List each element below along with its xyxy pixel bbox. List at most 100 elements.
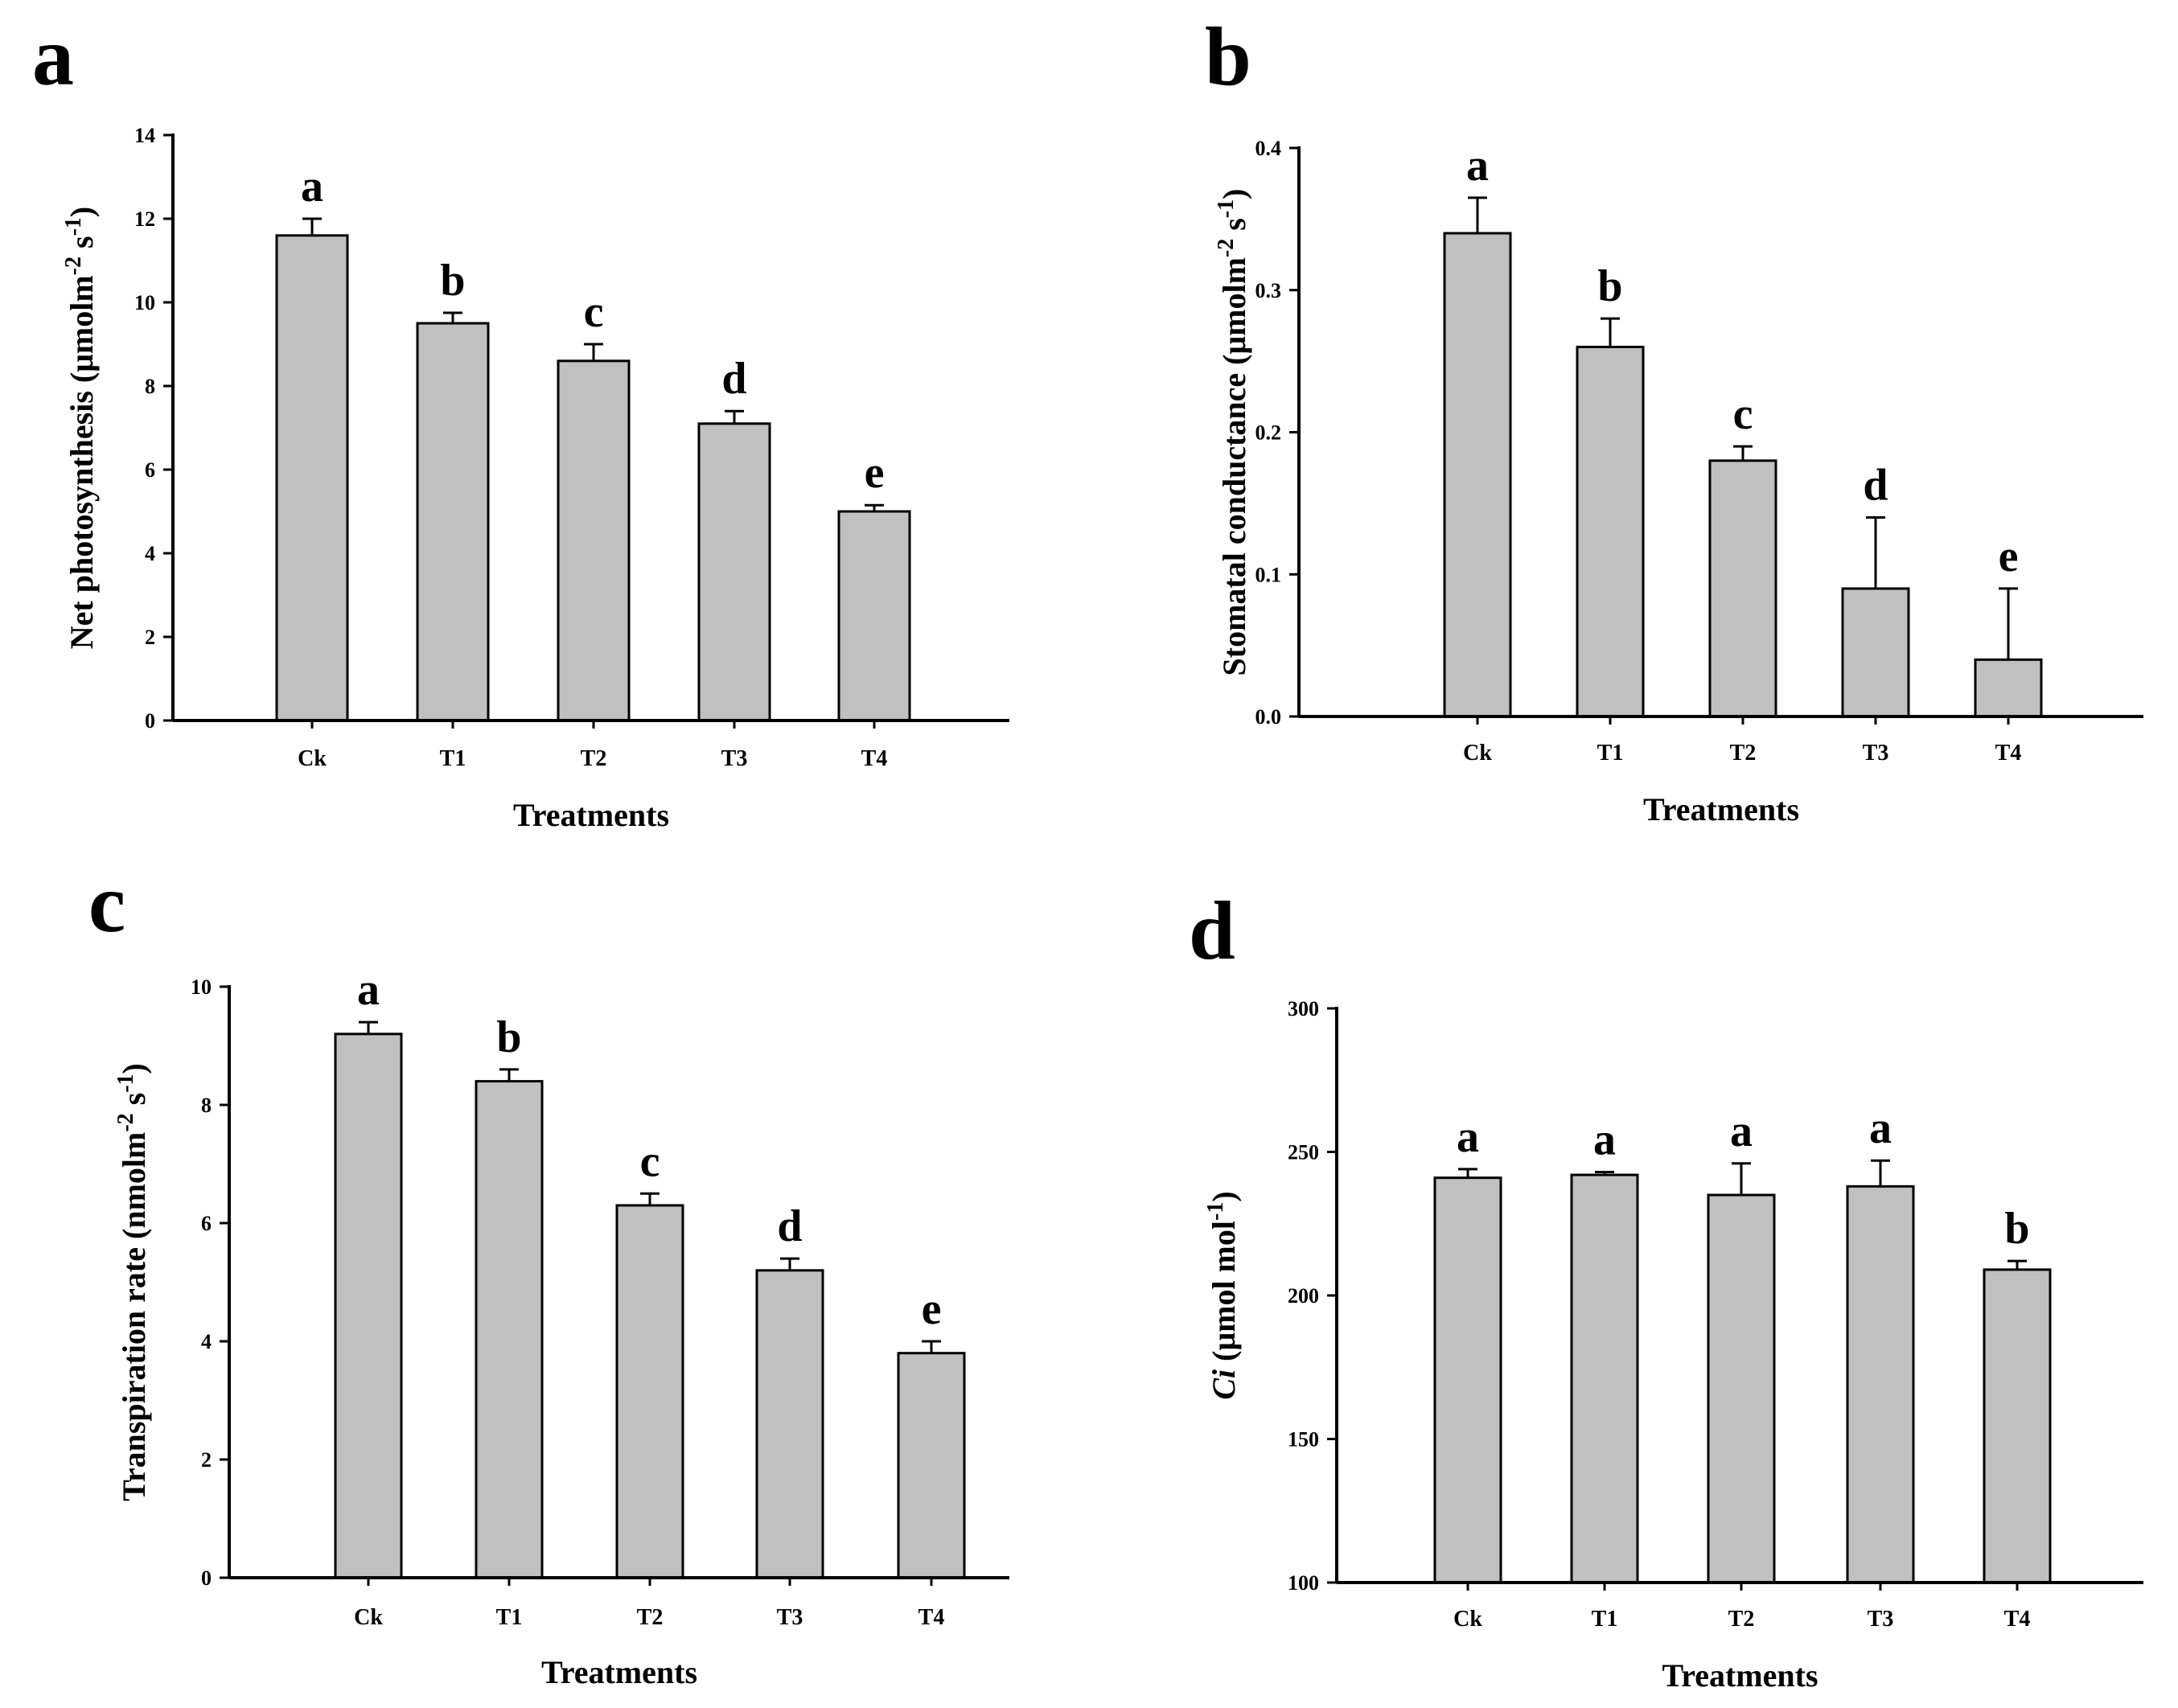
y-tick-label: 0 [201,1566,212,1590]
y-tick-label: 0.0 [1255,705,1282,729]
y-axis-title-text: Transpiration rate (nmolm [116,1132,152,1501]
chart-a: a a Ck b T1 c T2 d T3 e T4 0 2 4 6 8 10 12 14 Treatments Net… [32,10,1009,833]
y-tick-label: 200 [1288,1284,1319,1308]
y-tick-label: 0.3 [1255,279,1282,302]
significance-label: c [1733,389,1753,439]
y-tick-label: 8 [145,375,155,398]
y-axis-title-text: Net photosynthesis (μmolm [64,275,100,649]
y-axis-title-text: (μmol mol [1206,1221,1242,1369]
y-tick-label: 6 [145,458,155,482]
y-tick-label: 0.2 [1255,421,1282,445]
significance-label: b [2004,1204,2029,1254]
significance-label: b [496,1012,521,1062]
bar [1841,587,1910,718]
y-tick-label: 250 [1288,1141,1319,1164]
bar [1576,345,1645,718]
x-tick-label: T1 [440,746,466,771]
panel-label: a [32,10,74,103]
y-tick-label: 10 [134,291,155,314]
bar [1846,1185,1915,1584]
x-tick-label: Ck [1463,741,1492,766]
significance-label: a [1730,1107,1753,1156]
bar [416,322,490,722]
y-axis-title-text: ) [1216,189,1252,199]
y-axis-title: Net photosynthesis (μmolm-2 s-1) [61,207,101,649]
y-axis-title-text: s [1216,218,1252,239]
y-axis-title-exponent: -1 [1203,1202,1228,1221]
y-axis-title-exponent: -1 [113,1074,138,1092]
chart-d: d a Ck a T1 a T2 a T3 b T4 100 150 200 250 300 Treatment… [1189,885,2143,1694]
significance-label: a [1466,141,1489,191]
y-axis-title: Transpiration rate (nmolm-2 s-1) [113,1063,153,1501]
bar [557,359,631,722]
significance-label: a [301,162,323,211]
y-tick-label: 100 [1288,1571,1319,1595]
y-axis-title-italic: Ci [1206,1369,1242,1400]
x-tick-label: T3 [721,746,748,771]
bar [275,234,349,722]
y-axis-title-text: ) [1206,1191,1242,1201]
panel-label: c [88,857,125,950]
x-tick-label: T1 [496,1605,523,1630]
x-tick-label: T2 [1728,1607,1755,1632]
y-tick-label: 12 [134,207,155,231]
bar [755,1269,824,1579]
x-tick-label: T2 [637,1605,664,1630]
x-tick-label: Ck [1453,1607,1482,1632]
x-tick-label: T1 [1592,1607,1618,1632]
y-axis-title-text: Stomatal conductance (μmolm [1216,257,1252,675]
y-tick-label: 8 [201,1094,212,1117]
y-axis-title-exponent: -1 [1214,199,1239,218]
significance-label: a [357,965,380,1015]
y-axis-title-exponent: -2 [113,1113,138,1131]
significance-label: d [1863,461,1888,511]
x-tick-label: T1 [1597,741,1624,766]
significance-label: e [865,448,885,498]
x-tick-label: T2 [1730,741,1757,766]
x-tick-label: T4 [1995,741,2022,766]
y-tick-label: 4 [145,542,155,565]
x-axis-title: Treatments [1662,1657,1818,1694]
y-axis-title-exponent: -2 [1214,239,1239,257]
panel-label: d [1189,885,1235,977]
y-tick-label: 0.4 [1255,137,1282,160]
bar [897,1352,966,1579]
x-axis-title: Treatments [541,1654,697,1690]
significance-label: c [584,287,604,337]
x-tick-label: T3 [1868,1607,1894,1632]
y-tick-label: 10 [191,975,212,999]
x-tick-label: T4 [918,1605,945,1630]
bar [1707,1193,1776,1584]
y-axis-title-text: ) [64,207,100,217]
significance-label: a [1457,1112,1479,1162]
bar [1433,1176,1502,1584]
bar [1708,459,1777,718]
bar [615,1204,684,1579]
y-axis-title-exponent: -2 [61,257,86,275]
y-tick-label: 14 [134,124,155,147]
chart-b: b a Ck b T1 c T2 d T3 e T4 0.0 0.1 0.2 0.3 0.4 Treatment… [1205,10,2143,827]
y-tick-label: 300 [1288,997,1319,1020]
significance-label: b [1597,261,1622,311]
bar [334,1033,403,1579]
y-tick-label: 2 [201,1448,212,1472]
x-axis-title: Treatments [513,797,669,833]
chart-c: c a Ck b T1 c T2 d T3 e T4 0 2 4 6 8 10 Treatments Transpi… [88,857,1009,1690]
significance-label: d [721,354,746,404]
y-tick-label: 0 [145,709,155,733]
x-tick-label: T2 [581,746,607,771]
y-axis-title: Stomatal conductance (μmolm-2 s-1) [1214,189,1253,676]
bar [1974,658,2043,718]
y-axis-title-text: s [116,1093,152,1114]
x-axis-title: Treatments [1643,791,1799,827]
bar [1983,1268,2052,1584]
bar [1443,232,1512,718]
y-tick-label: 2 [145,626,155,649]
x-tick-label: Ck [298,746,327,771]
y-tick-label: 4 [201,1330,212,1353]
significance-label: a [1593,1115,1616,1164]
x-tick-label: T4 [2004,1607,2031,1632]
bar [475,1080,544,1579]
significance-label: c [640,1136,660,1186]
